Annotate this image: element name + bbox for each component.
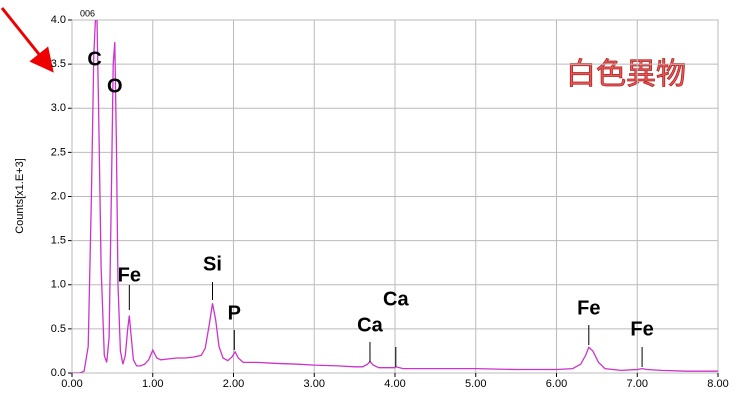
y-tick-label: 1.5 <box>51 235 66 247</box>
y-tick-label: 3.5 <box>51 58 66 70</box>
y-tick-label: 1.0 <box>51 279 66 291</box>
y-axis-label: Counts[x1.E+3] <box>14 158 26 234</box>
x-tick-label: 1.00 <box>142 378 163 390</box>
x-tick-label: 4.00 <box>384 378 405 390</box>
x-tick-label: 8.00 <box>707 378 728 390</box>
peak-label: O <box>107 75 123 97</box>
x-tick-label: 0.00 <box>61 378 82 390</box>
x-tick-label: 6.00 <box>546 378 567 390</box>
annotation: 白色異物 <box>566 58 686 91</box>
y-tick-label: 2.5 <box>51 146 66 158</box>
corner-text: 006 <box>80 8 95 18</box>
peak-label: Fe <box>118 264 141 286</box>
x-tick-label: 3.00 <box>304 378 325 390</box>
spectrum-line <box>72 20 718 373</box>
x-tick-label: 2.00 <box>223 378 244 390</box>
peak-label: Fe <box>577 297 600 319</box>
peak-label: Ca <box>383 288 409 310</box>
x-tick-label: 7.00 <box>627 378 648 390</box>
plot <box>72 20 718 373</box>
peak-label: P <box>228 302 241 324</box>
y-tick-label: 3.0 <box>51 102 66 114</box>
y-tick-label: 4.0 <box>51 14 66 26</box>
arrow <box>0 7 54 73</box>
x-tick-label: 5.00 <box>465 378 486 390</box>
y-tick-label: 2.0 <box>51 190 66 202</box>
peak-label: Fe <box>630 318 653 340</box>
peak-label: Ca <box>357 314 383 336</box>
y-tick-label: 0.5 <box>51 323 66 335</box>
peak-label: Si <box>203 253 222 275</box>
y-tick-label: 0.0 <box>51 367 66 379</box>
peak-label: C <box>87 48 101 70</box>
